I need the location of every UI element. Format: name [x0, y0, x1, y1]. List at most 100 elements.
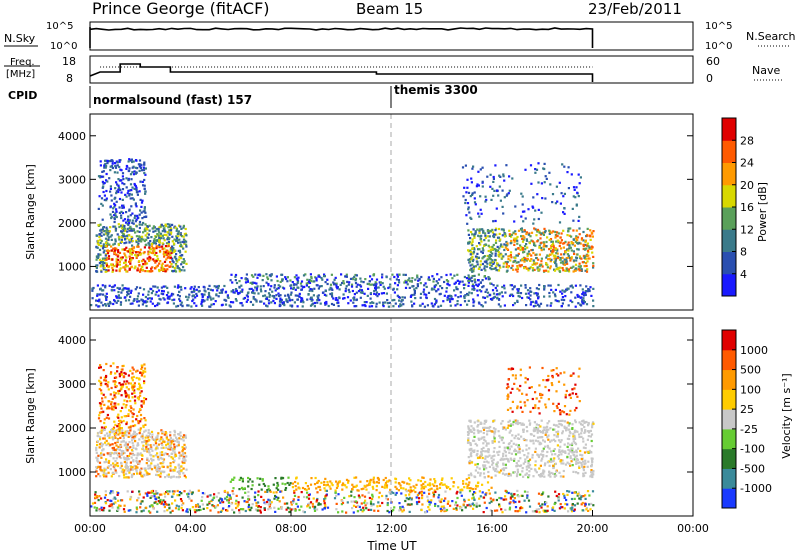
data-cell	[575, 430, 578, 433]
data-cell	[354, 279, 357, 282]
data-cell	[121, 365, 124, 368]
data-cell	[378, 301, 381, 304]
data-cell	[531, 263, 534, 266]
data-cell	[500, 422, 503, 425]
data-cell	[175, 239, 178, 242]
data-cell	[354, 282, 358, 285]
data-cell	[329, 283, 333, 286]
data-cell	[420, 275, 423, 279]
data-cell	[308, 281, 312, 284]
data-cell	[167, 252, 170, 255]
data-cell	[526, 254, 529, 257]
data-cell	[377, 293, 380, 296]
data-cell	[109, 372, 112, 375]
data-cell	[121, 204, 124, 207]
data-cell	[346, 296, 350, 299]
data-cell	[590, 469, 593, 472]
data-cell	[140, 201, 144, 204]
data-cell	[445, 290, 448, 293]
data-cell	[125, 422, 128, 426]
data-cell	[329, 292, 332, 296]
data-cell	[307, 293, 310, 296]
data-cell	[503, 196, 506, 199]
data-cell	[529, 410, 532, 413]
data-cell	[360, 488, 363, 491]
data-cell	[156, 264, 159, 267]
data-cell	[547, 270, 550, 273]
data-cell	[431, 304, 434, 307]
data-cell	[492, 461, 495, 464]
data-cell	[505, 263, 508, 266]
data-cell	[118, 270, 121, 273]
data-cell	[579, 423, 583, 426]
data-cell	[201, 293, 204, 296]
freq-label: Freq.	[10, 57, 35, 68]
data-cell	[540, 241, 543, 244]
data-cell	[559, 266, 562, 269]
data-cell	[179, 241, 182, 244]
data-cell	[589, 450, 592, 454]
data-cell	[138, 190, 141, 193]
data-cell	[140, 400, 143, 403]
data-cell	[97, 473, 100, 476]
data-cell	[589, 435, 592, 438]
data-cell	[169, 232, 172, 235]
data-cell	[114, 214, 117, 217]
data-cell	[469, 420, 472, 423]
data-cell	[100, 202, 103, 205]
data-cell	[477, 431, 480, 434]
data-cell	[129, 291, 132, 294]
data-cell	[459, 291, 462, 294]
data-cell	[586, 242, 589, 245]
data-cell	[150, 435, 153, 438]
data-cell	[102, 473, 105, 477]
data-cell	[582, 419, 585, 422]
data-cell	[180, 235, 184, 238]
data-cell	[502, 228, 505, 231]
data-cell	[468, 419, 471, 422]
data-cell	[118, 251, 122, 254]
data-cell	[468, 291, 471, 294]
data-cell	[480, 234, 483, 237]
data-cell	[281, 279, 284, 282]
data-cell	[123, 460, 126, 464]
data-cell	[284, 294, 287, 297]
data-cell	[510, 452, 513, 455]
data-cell	[579, 176, 582, 179]
data-cell	[507, 443, 510, 446]
data-cell	[113, 252, 117, 255]
data-cell	[140, 298, 143, 301]
data-cell	[102, 289, 105, 292]
data-cell	[556, 435, 559, 438]
data-cell	[267, 282, 270, 286]
data-cell	[538, 283, 541, 287]
data-cell	[548, 473, 551, 476]
data-cell	[486, 481, 490, 484]
data-cell	[506, 395, 509, 398]
data-cell	[129, 214, 132, 217]
data-cell	[113, 171, 116, 174]
data-cell	[539, 393, 542, 396]
data-cell	[167, 244, 170, 248]
data-cell	[177, 235, 180, 238]
data-cell	[559, 445, 562, 448]
data-cell	[116, 164, 119, 167]
data-cell	[132, 460, 135, 463]
data-cell	[478, 228, 481, 231]
data-cell	[131, 386, 134, 389]
data-cell	[105, 416, 108, 419]
data-cell	[172, 461, 175, 464]
data-cell	[569, 299, 572, 302]
data-cell	[477, 234, 480, 237]
data-cell	[491, 231, 495, 234]
data-cell	[131, 396, 134, 399]
data-cell	[108, 284, 111, 287]
data-cell	[310, 280, 313, 283]
data-cell	[131, 171, 134, 174]
data-cell	[150, 245, 154, 248]
data-cell	[561, 289, 564, 292]
nsky-label: N.Sky	[4, 32, 36, 45]
data-cell	[509, 284, 512, 287]
data-cell	[123, 433, 126, 436]
data-cell	[554, 230, 557, 234]
